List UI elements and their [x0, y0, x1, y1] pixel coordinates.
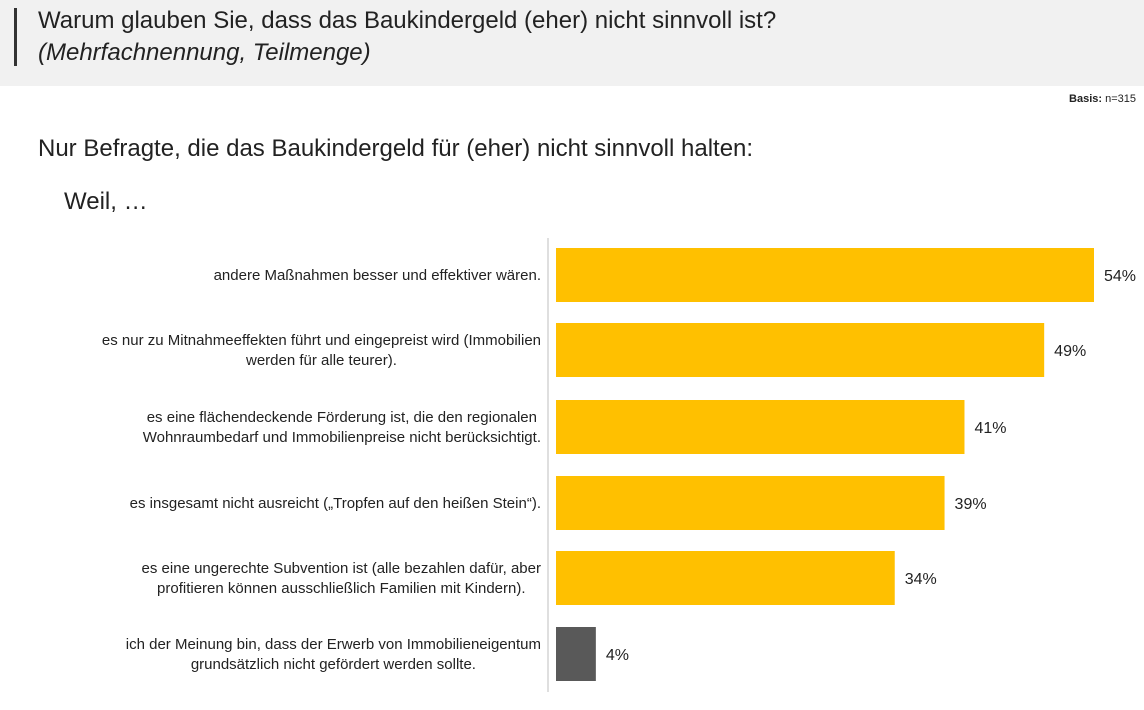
category-label: es eine ungerechte Subvention ist (alle …	[142, 560, 541, 577]
data-label: 41%	[974, 420, 1006, 437]
data-label: 4%	[606, 647, 629, 664]
category-label: andere Maßnahmen besser und effektiver w…	[214, 267, 541, 284]
data-label: 54%	[1104, 268, 1136, 285]
category-label: Wohnraumbedarf und Immobilienpreise nich…	[143, 429, 541, 446]
category-label: werden für alle teurer).	[245, 352, 397, 369]
header-band: Warum glauben Sie, dass das Baukindergel…	[0, 0, 1144, 86]
header-accent-bar	[14, 8, 17, 66]
category-label: es eine flächendeckende Förderung ist, d…	[147, 409, 537, 426]
page-subtitle: (Mehrfachnennung, Teilmenge)	[38, 39, 371, 66]
basis-value: n=315	[1102, 93, 1136, 105]
data-label: 34%	[905, 571, 937, 588]
bar	[556, 400, 965, 454]
bar	[556, 551, 895, 605]
basis-note: Basis: n=315	[1069, 93, 1136, 105]
category-label: grundsätzlich nicht gefördert werden sol…	[191, 656, 476, 673]
data-label: 39%	[955, 496, 987, 513]
page-title: Warum glauben Sie, dass das Baukindergel…	[38, 7, 777, 34]
category-label: ich der Meinung bin, dass der Erwerb von…	[126, 636, 541, 653]
bar	[556, 476, 945, 530]
bar	[556, 323, 1045, 377]
bar	[556, 627, 596, 681]
bar-chart: 54% andere Maßnahmen besser und effektive…	[102, 238, 1136, 692]
category-label: profitieren können ausschließlich Famili…	[157, 580, 526, 597]
bar	[556, 248, 1094, 302]
weil-text: Weil, …	[64, 188, 148, 215]
category-label: es insgesamt nicht ausreicht („Tropfen a…	[130, 495, 541, 512]
basis-label: Basis:	[1069, 93, 1103, 105]
intro-text: Nur Befragte, die das Baukindergeld für …	[38, 135, 754, 162]
category-label: es nur zu Mitnahmeeffekten führt und ein…	[102, 332, 541, 349]
data-label: 49%	[1054, 343, 1086, 360]
